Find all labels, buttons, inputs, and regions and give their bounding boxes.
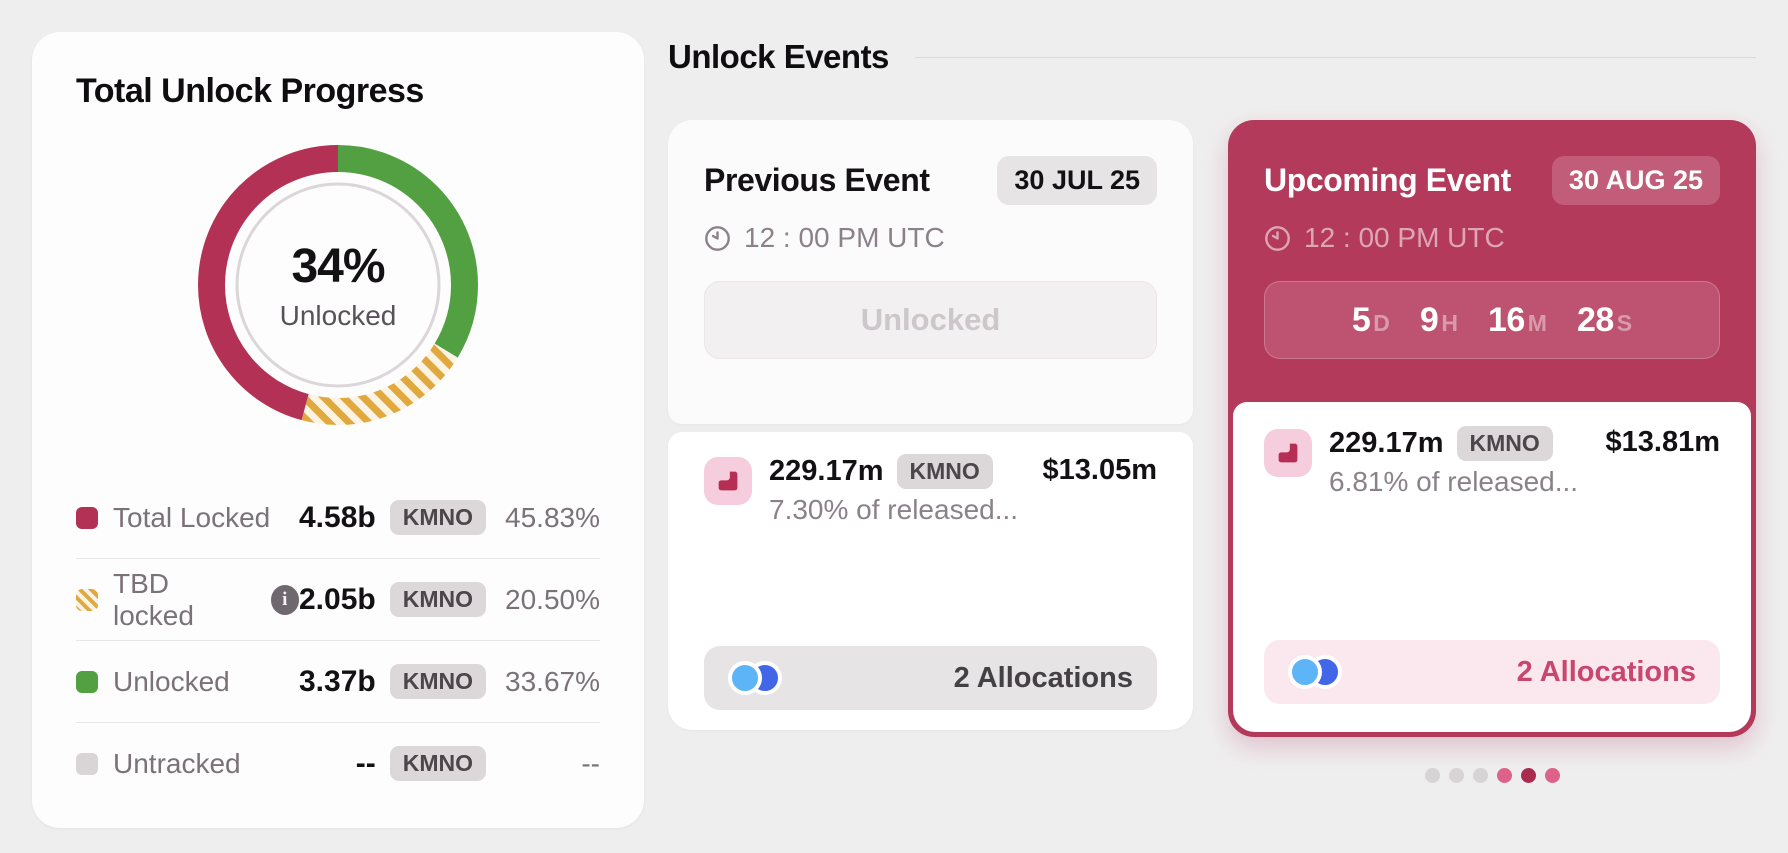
donut-svg [198,145,478,425]
info-icon[interactable]: i [270,584,299,615]
pagination-dots [1425,768,1560,783]
pagination-dot-active[interactable] [1521,768,1536,783]
legend-percent: 20.50% [505,583,600,615]
legend-label: TBD locked [113,567,194,631]
unlocked-percent-value: 34% [291,239,385,293]
legend-percent: 45.83% [505,501,600,533]
token-ticker-badge: KMNO [389,582,486,617]
legend-percent: -- [581,747,600,779]
upcoming-token-row: 229.17m KMNO 6.81% of released... $13.81… [1264,426,1720,498]
legend-percent: 33.67% [505,665,600,697]
legend-row-unlocked: Unlocked 3.37b KMNO 33.67% [76,640,600,722]
previous-released-note: 7.30% of released... [769,494,1019,525]
countdown-seconds: 28 S [1576,300,1633,339]
unlocked-status-button[interactable]: Unlocked [704,281,1157,359]
unlocked-percent-caption: Unlocked [279,299,397,331]
previous-event-time: 12 : 00 PM UTC [704,222,1157,254]
token-ticker-badge: KMNO [389,500,486,535]
kmno-token-icon [704,457,752,505]
donut-segment-total-locked[interactable] [198,145,478,425]
allocation-avatars-icon [1288,655,1342,689]
total-locked-swatch [76,506,98,529]
pagination-dot-inactive[interactable] [1425,768,1440,783]
pagination-dot-pink[interactable] [1497,768,1512,783]
legend-row-tbd-locked: TBD locked i 2.05b KMNO 20.50% [76,558,600,640]
legend-row-total-locked: Total Locked 4.58b KMNO 45.83% [76,477,600,558]
donut-inner-ring [235,182,441,388]
previous-event-title: Previous Event [704,162,930,198]
pagination-dot-pink[interactable] [1545,768,1560,783]
upcoming-event-title: Upcoming Event [1264,162,1511,198]
legend-amount: 3.37b [299,664,376,698]
upcoming-allocations-label: 2 Allocations [1516,655,1696,688]
upcoming-event-card[interactable]: Upcoming Event 30 AUG 25 12 : 00 PM UTC … [1228,120,1756,737]
header-divider [914,56,1756,58]
previous-unlock-amount: 229.17m [769,455,884,487]
legend-label: Total Locked [113,501,271,533]
upcoming-unlock-amount: 229.17m [1329,427,1444,459]
previous-event-time-text: 12 : 00 PM UTC [744,222,945,253]
token-ticker-badge: KMNO [1456,426,1553,461]
legend-label: Unlocked [113,665,230,697]
pagination-dot-inactive[interactable] [1449,768,1464,783]
progress-card-title: Total Unlock Progress [76,72,424,110]
previous-event-card[interactable]: Previous Event 30 JUL 25 12 : 00 PM UTC … [668,120,1193,730]
legend-label: Untracked [113,747,241,779]
unlock-events-title: Unlock Events [668,38,889,75]
upcoming-usd-value: $13.81m [1605,426,1721,458]
pagination-dot-inactive[interactable] [1473,768,1488,783]
unlock-events-header: Unlock Events [668,38,1756,76]
previous-event-body: 229.17m KMNO 7.30% of released... $13.05… [668,432,1193,730]
previous-allocations-bar[interactable]: 2 Allocations [704,646,1157,710]
upcoming-event-date-badge: 30 AUG 25 [1551,156,1720,205]
upcoming-event-time: 12 : 00 PM UTC [1264,222,1720,254]
upcoming-released-note: 6.81% of released... [1329,466,1579,497]
unlock-progress-donut-chart: 34% Unlocked [198,145,478,425]
previous-allocations-label: 2 Allocations [953,661,1133,694]
countdown-minutes: 16 M [1487,300,1547,339]
previous-event-header[interactable]: Previous Event 30 JUL 25 12 : 00 PM UTC … [668,120,1193,424]
previous-event-date-badge: 30 JUL 25 [997,156,1157,205]
allocation-avatars-icon [728,661,782,695]
kmno-token-icon [1264,429,1312,477]
total-unlock-progress-card: Total Unlock Progress 34% Unloc [32,32,644,828]
unlocked-swatch [76,670,98,693]
upcoming-allocations-bar[interactable]: 2 Allocations [1264,640,1720,704]
legend-amount: 4.58b [299,500,376,534]
previous-token-row: 229.17m KMNO 7.30% of released... $13.05… [704,454,1157,526]
legend-row-untracked: Untracked -- KMNO -- [76,722,600,804]
legend-amount: -- [355,746,376,780]
legend-amount: 2.05b [299,582,376,616]
tbd-locked-swatch [76,588,98,611]
untracked-swatch [76,752,98,775]
progress-legend: Total Locked 4.58b KMNO 45.83% TBD locke… [76,477,600,804]
token-ticker-badge: KMNO [389,746,486,781]
token-ticker-badge: KMNO [389,664,486,699]
upcoming-event-time-text: 12 : 00 PM UTC [1304,222,1505,253]
donut-center-label: 34% Unlocked [198,145,478,425]
upcoming-event-body: 229.17m KMNO 6.81% of released... $13.81… [1233,402,1751,732]
clock-icon [705,225,730,251]
upcoming-event-header: Upcoming Event 30 AUG 25 12 : 00 PM UTC … [1233,120,1751,402]
clock-icon [1265,225,1290,251]
previous-usd-value: $13.05m [1042,454,1158,486]
token-ticker-badge: KMNO [896,454,993,489]
donut-segment-tbd-locked[interactable] [198,145,478,425]
